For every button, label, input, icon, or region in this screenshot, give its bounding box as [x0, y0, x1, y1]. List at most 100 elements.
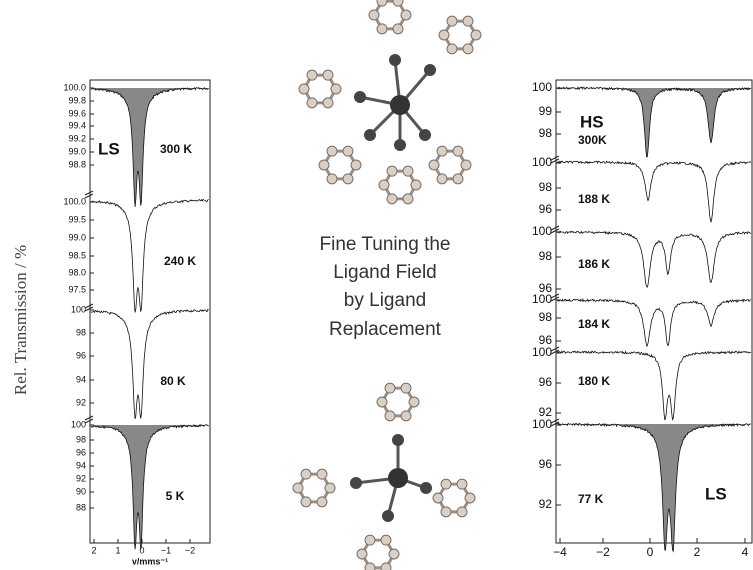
- x-tick-label: −2: [596, 545, 610, 559]
- x-tick-label: 1: [115, 545, 120, 555]
- atom: [453, 146, 463, 156]
- spectrum-fill: [91, 425, 209, 550]
- atom: [323, 70, 333, 80]
- atom: [377, 24, 387, 34]
- y-tick-label: 94: [76, 460, 86, 470]
- atom: [357, 549, 367, 559]
- right-frame: [556, 80, 752, 543]
- atom: [365, 563, 375, 570]
- atom: [327, 174, 337, 184]
- metal-atom: [388, 468, 408, 488]
- atom: [401, 411, 411, 421]
- y-tick-label: 98.5: [68, 250, 86, 260]
- y-tick-label: 99.8: [68, 95, 86, 105]
- y-tick-label: 90: [76, 486, 86, 496]
- temperature-label: 77 K: [578, 492, 604, 506]
- spectrum-curve: [91, 425, 209, 550]
- atom: [385, 383, 395, 393]
- atom: [463, 44, 473, 54]
- atom: [301, 497, 311, 507]
- temperature-label: 300K: [578, 133, 607, 147]
- y-tick-label: 99.4: [68, 120, 86, 130]
- y-tick-label: 98: [539, 126, 553, 140]
- y-tick-label: 88: [76, 502, 86, 512]
- x-tick-label: −2: [185, 545, 195, 555]
- atom: [299, 84, 309, 94]
- atom: [385, 411, 395, 421]
- n-atom: [419, 129, 431, 141]
- y-tick-label: 99.0: [68, 146, 86, 156]
- y-tick-label: 98: [539, 180, 553, 194]
- y-tick-label: 97.5: [68, 284, 86, 294]
- y-tick-label: 98: [76, 434, 86, 444]
- center-text: Fine Tuning the: [320, 234, 451, 255]
- atom: [403, 194, 413, 204]
- n-atom: [424, 64, 436, 76]
- n-atom: [389, 54, 401, 66]
- y-tick-label: 98.0: [68, 267, 86, 277]
- y-tick-label: 94: [76, 374, 86, 384]
- atom: [327, 146, 337, 156]
- y-tick-label: 98: [76, 327, 86, 337]
- y-tick-label: 98: [539, 310, 553, 324]
- atom: [369, 10, 379, 20]
- y-tick-label: 100: [71, 419, 86, 429]
- atom: [457, 507, 467, 517]
- atom: [331, 84, 341, 94]
- y-tick-label: 96: [539, 202, 553, 216]
- atom: [453, 174, 463, 184]
- atom: [457, 479, 467, 489]
- atom: [461, 160, 471, 170]
- center-text: by Ligand: [344, 290, 426, 311]
- y-tick-label: 100: [532, 345, 552, 359]
- y-tick-label: 98.8: [68, 159, 86, 169]
- x-tick-label: 2: [91, 545, 96, 555]
- temperature-label: 184 K: [578, 317, 610, 331]
- y-tick-label: 96: [539, 375, 553, 389]
- atom: [343, 146, 353, 156]
- atom: [343, 174, 353, 184]
- y-tick-label: 92: [76, 397, 86, 407]
- atom: [307, 70, 317, 80]
- x-tick-label: 4: [742, 545, 749, 559]
- n-atom: [350, 477, 362, 489]
- atom: [377, 0, 387, 6]
- atom: [301, 469, 311, 479]
- n-atom: [420, 482, 432, 494]
- atom: [307, 98, 317, 108]
- y-tick-label: 100: [532, 417, 552, 431]
- atom: [437, 174, 447, 184]
- atom: [401, 383, 411, 393]
- atom: [377, 397, 387, 407]
- atom: [403, 166, 413, 176]
- atom: [387, 166, 397, 176]
- temperature-label: 80 K: [160, 374, 186, 388]
- atom: [393, 0, 403, 6]
- atom: [433, 493, 443, 503]
- state-label: LS: [705, 484, 727, 503]
- center-text: Ligand Field: [333, 262, 437, 283]
- atom: [437, 146, 447, 156]
- y-tick-label: 98: [539, 249, 553, 263]
- atom: [441, 479, 451, 489]
- spectrum-curve: [91, 309, 209, 419]
- y-tick-label: 100: [532, 80, 552, 94]
- y-axis-title: Rel. Transmission / %: [11, 245, 30, 395]
- temperature-label: 240 K: [164, 254, 196, 268]
- center-text: Replacement: [329, 319, 442, 340]
- atom: [387, 194, 397, 204]
- atom: [429, 160, 439, 170]
- n-atom: [382, 510, 394, 522]
- atom: [389, 549, 399, 559]
- atom: [319, 160, 329, 170]
- y-tick-label: 92: [539, 497, 553, 511]
- atom: [381, 563, 391, 570]
- x-tick-label: 2: [694, 545, 701, 559]
- x-tick-label: 0: [647, 545, 654, 559]
- temperature-label: 5 K: [166, 489, 185, 503]
- y-tick-label: 96: [76, 447, 86, 457]
- atom: [465, 493, 475, 503]
- metal-atom: [390, 95, 410, 115]
- y-tick-label: 100.0: [63, 82, 86, 92]
- atom: [441, 507, 451, 517]
